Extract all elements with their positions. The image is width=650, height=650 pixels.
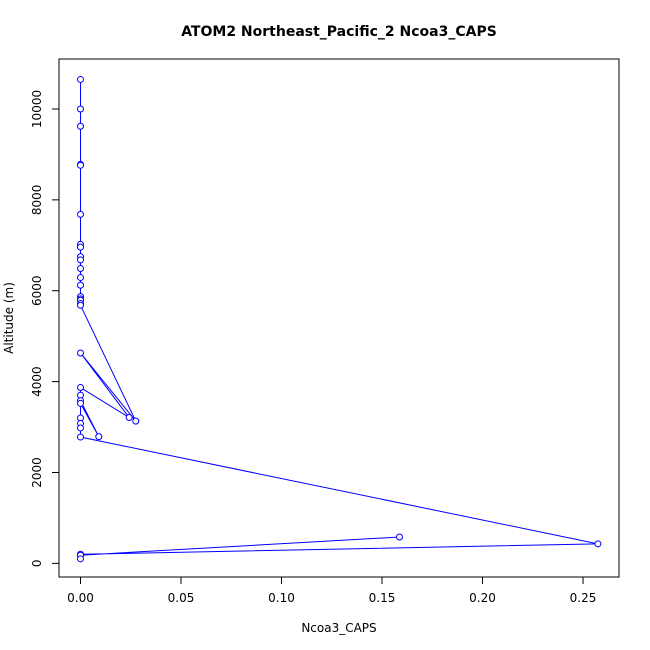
data-point xyxy=(77,424,85,432)
data-point xyxy=(77,384,85,392)
y-tick-label: 6000 xyxy=(30,275,44,306)
data-point xyxy=(95,433,103,441)
x-tick-label: 0.25 xyxy=(570,591,597,605)
data-point xyxy=(77,399,85,407)
data-point xyxy=(77,555,85,563)
data-point xyxy=(125,414,133,422)
series-line xyxy=(80,79,598,559)
data-point xyxy=(77,243,85,251)
y-axis: 0 2000 4000 6000 8000 10000 xyxy=(30,90,60,568)
data-point xyxy=(77,105,85,113)
y-tick-label: 0 xyxy=(30,560,44,568)
data-point xyxy=(77,264,85,272)
data-point xyxy=(77,75,85,83)
y-tick-label: 8000 xyxy=(30,185,44,216)
x-tick-label: 0.10 xyxy=(268,591,295,605)
data-point xyxy=(77,301,85,309)
data-point xyxy=(77,274,85,282)
series-layer xyxy=(77,75,602,563)
data-point xyxy=(77,210,85,218)
x-axis-label: Ncoa3_CAPS xyxy=(301,621,376,635)
x-tick-label: 0.00 xyxy=(67,591,94,605)
x-tick-label: 0.20 xyxy=(469,591,496,605)
chart-title: ATOM2 Northeast_Pacific_2 Ncoa3_CAPS xyxy=(181,24,497,40)
data-point xyxy=(77,161,85,169)
y-tick-label: 10000 xyxy=(30,90,44,128)
x-axis: 0.00 0.05 0.10 0.15 0.20 0.25 xyxy=(67,576,597,605)
y-tick-label: 2000 xyxy=(30,457,44,488)
y-axis-label: Altitude (m) xyxy=(2,282,16,354)
x-tick-label: 0.15 xyxy=(369,591,396,605)
data-point xyxy=(594,540,602,548)
data-point xyxy=(77,122,85,130)
data-point xyxy=(77,281,85,289)
data-point xyxy=(77,433,85,441)
data-point xyxy=(132,417,140,425)
data-point xyxy=(396,533,403,541)
data-point xyxy=(77,256,85,264)
y-tick-label: 4000 xyxy=(30,366,44,397)
data-point xyxy=(77,349,85,357)
x-tick-label: 0.05 xyxy=(168,591,195,605)
